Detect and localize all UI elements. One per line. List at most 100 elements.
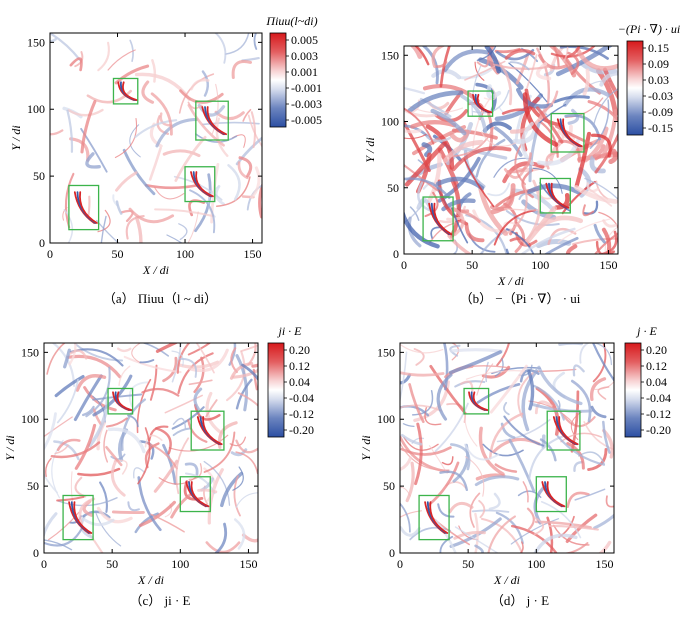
field-filament <box>44 412 57 451</box>
field-filament <box>469 492 481 528</box>
field-filament <box>448 501 474 514</box>
field-filament <box>566 442 585 470</box>
field-filament <box>421 142 433 158</box>
field-filament <box>593 513 614 530</box>
field-filament <box>250 166 261 199</box>
x-tick-label: 0 <box>397 557 403 571</box>
field-filament <box>496 343 510 367</box>
x-tick-label: 0 <box>41 557 47 571</box>
field-filament <box>414 422 423 486</box>
field-filament <box>400 526 421 537</box>
field-filament <box>519 541 524 553</box>
field-filament <box>178 223 188 241</box>
x-tick-label: 0 <box>401 258 407 272</box>
x-tick-label: 150 <box>599 258 617 272</box>
plot-frame <box>403 45 619 255</box>
current-sheet <box>202 416 223 446</box>
field-filament <box>409 46 423 59</box>
field-filament <box>601 227 612 254</box>
field-filament <box>496 419 551 443</box>
field-filament <box>44 512 58 539</box>
field-filament <box>172 427 191 437</box>
field-filament <box>543 236 579 254</box>
field-filament <box>425 124 455 170</box>
colorbar-tick-label: 0.04 <box>289 375 310 389</box>
plot-frame <box>43 342 259 554</box>
field-filament <box>526 507 535 532</box>
field-filament <box>602 219 618 228</box>
field-filament <box>487 182 511 197</box>
field-filament <box>402 423 415 427</box>
colorbar-title: −(Pi · ∇) · ui <box>618 22 680 36</box>
field-filament <box>561 180 596 215</box>
field-filament <box>551 542 589 553</box>
field-filament <box>471 509 510 513</box>
field-filament <box>514 231 538 247</box>
field-filament <box>241 533 258 543</box>
field-filament <box>590 133 612 158</box>
highlight-box <box>422 196 454 242</box>
highlight-box <box>463 387 490 415</box>
colorbar-tick-label: -0.20 <box>646 423 671 437</box>
y-tick-label: 150 <box>21 345 39 359</box>
field-filament <box>404 141 447 187</box>
highlight-box <box>112 77 139 105</box>
field-filament <box>44 539 73 551</box>
field-filament <box>400 343 444 354</box>
field-filament <box>133 467 146 479</box>
y-tick-label: 150 <box>377 345 395 359</box>
colorbar <box>267 342 285 438</box>
x-tick-label: 100 <box>531 258 549 272</box>
field-filament <box>555 124 593 146</box>
colorbar-tick-label: -0.003 <box>291 97 322 111</box>
field-filament <box>50 441 101 459</box>
field-filament <box>563 46 581 60</box>
field-filament <box>463 158 495 208</box>
y-tick-label: 50 <box>33 169 45 183</box>
field-filament <box>594 380 614 390</box>
field-filament <box>424 191 439 218</box>
field-filament <box>511 524 558 553</box>
field-filament <box>235 492 258 508</box>
colorbar <box>626 40 644 136</box>
plot-frame <box>49 32 263 244</box>
field-filament <box>235 354 248 412</box>
field-filament <box>404 128 422 134</box>
x-tick-label: 150 <box>244 247 262 261</box>
field-filament <box>532 403 593 413</box>
field-filament <box>464 223 485 243</box>
field-filament <box>233 518 246 550</box>
field-filament <box>118 365 131 386</box>
field-filament <box>592 343 614 383</box>
field-filament <box>449 348 504 353</box>
colorbar-tick-label: -0.04 <box>646 391 671 405</box>
field-filament <box>490 183 516 215</box>
colorbar-title: j · E <box>635 324 657 338</box>
field-filament <box>521 227 576 254</box>
field-filament <box>508 438 536 493</box>
field-filament <box>211 83 219 135</box>
field-filament <box>187 101 203 110</box>
field-filament <box>44 526 84 547</box>
field-filament <box>400 404 442 412</box>
field-filament <box>605 495 614 508</box>
field-filament <box>494 463 518 473</box>
highlight-box <box>179 476 211 513</box>
field-filament <box>572 364 585 377</box>
field-filament <box>203 431 236 473</box>
panel-caption: （b） −（Pi · ∇） · ui <box>460 291 581 306</box>
field-filament <box>574 185 618 204</box>
field-filament <box>148 425 169 442</box>
field-filament <box>503 208 541 211</box>
field-filament <box>56 379 79 424</box>
highlight-box <box>184 166 216 203</box>
field-filament <box>232 466 244 491</box>
field-filament <box>171 406 205 430</box>
field-filament <box>171 350 184 367</box>
field-filament <box>73 374 103 422</box>
field-filament <box>562 414 596 428</box>
y-tick-label: 150 <box>27 35 45 49</box>
colorbar-title: ji · E <box>277 324 303 338</box>
field-filament <box>582 68 590 96</box>
current-sheet <box>546 481 566 508</box>
